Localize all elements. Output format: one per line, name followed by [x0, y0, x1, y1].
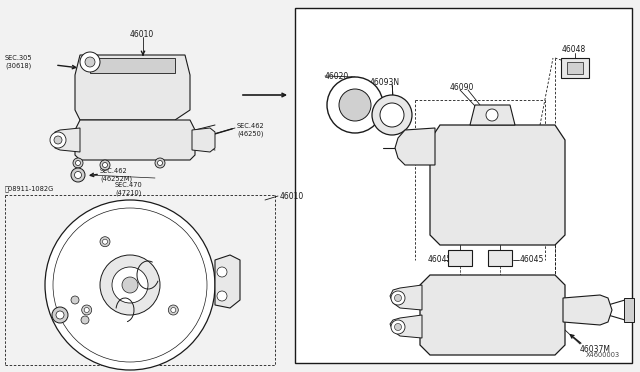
Bar — [624, 298, 634, 322]
Text: (47210): (47210) — [115, 189, 141, 196]
Circle shape — [100, 255, 160, 315]
Circle shape — [82, 305, 92, 315]
Text: 46090: 46090 — [450, 83, 474, 92]
Bar — [488, 250, 512, 266]
Text: SEC.462: SEC.462 — [237, 123, 265, 129]
Bar — [567, 62, 583, 74]
Circle shape — [157, 160, 163, 166]
Circle shape — [102, 239, 108, 244]
Circle shape — [76, 160, 81, 166]
Text: (46250): (46250) — [237, 130, 264, 137]
Circle shape — [380, 103, 404, 127]
Circle shape — [217, 267, 227, 277]
Circle shape — [217, 291, 227, 301]
Circle shape — [327, 77, 383, 133]
Polygon shape — [75, 120, 195, 160]
Circle shape — [74, 171, 81, 179]
Bar — [295, 8, 632, 363]
Circle shape — [171, 308, 176, 312]
Circle shape — [52, 307, 68, 323]
Text: 46045: 46045 — [428, 255, 452, 264]
Text: 46020: 46020 — [325, 72, 349, 81]
Text: 46037M: 46037M — [580, 345, 611, 354]
Circle shape — [80, 52, 100, 72]
Polygon shape — [215, 255, 240, 308]
Text: SEC.462: SEC.462 — [100, 168, 128, 174]
Circle shape — [100, 237, 110, 247]
Polygon shape — [52, 128, 80, 152]
Bar — [448, 250, 472, 266]
Circle shape — [372, 95, 412, 135]
Polygon shape — [470, 105, 515, 125]
Polygon shape — [192, 128, 215, 152]
Circle shape — [112, 267, 148, 303]
Circle shape — [84, 308, 89, 312]
Circle shape — [100, 160, 110, 170]
Circle shape — [168, 305, 179, 315]
Circle shape — [50, 132, 66, 148]
Text: 46093N: 46093N — [370, 78, 400, 87]
Circle shape — [56, 311, 64, 319]
Polygon shape — [420, 275, 565, 355]
Circle shape — [85, 57, 95, 67]
Text: SEC.305: SEC.305 — [5, 55, 33, 61]
Polygon shape — [563, 295, 612, 325]
Text: ⓝ08911-1082G: ⓝ08911-1082G — [5, 185, 54, 192]
Circle shape — [155, 158, 165, 168]
Circle shape — [71, 168, 85, 182]
Circle shape — [394, 324, 401, 330]
Text: (46252M): (46252M) — [100, 175, 132, 182]
Circle shape — [73, 158, 83, 168]
Text: (30618): (30618) — [5, 62, 31, 68]
Text: X4600003: X4600003 — [586, 352, 620, 358]
Text: 46010: 46010 — [280, 192, 304, 201]
Circle shape — [339, 89, 371, 121]
Circle shape — [486, 109, 498, 121]
Polygon shape — [430, 125, 565, 245]
Circle shape — [122, 277, 138, 293]
Circle shape — [394, 295, 401, 301]
Text: SEC.470: SEC.470 — [115, 182, 143, 188]
Text: 46045: 46045 — [520, 255, 545, 264]
Circle shape — [391, 320, 405, 334]
Text: 46010: 46010 — [130, 30, 154, 39]
Polygon shape — [390, 315, 422, 338]
Circle shape — [53, 208, 207, 362]
Circle shape — [45, 200, 215, 370]
Circle shape — [102, 163, 108, 167]
Bar — [90, 58, 175, 73]
Polygon shape — [395, 128, 435, 165]
Circle shape — [71, 296, 79, 304]
Polygon shape — [390, 285, 422, 310]
Text: 46048: 46048 — [562, 45, 586, 54]
Bar — [561, 58, 589, 78]
Polygon shape — [75, 55, 190, 120]
Circle shape — [54, 136, 62, 144]
Circle shape — [391, 291, 405, 305]
Circle shape — [81, 316, 89, 324]
